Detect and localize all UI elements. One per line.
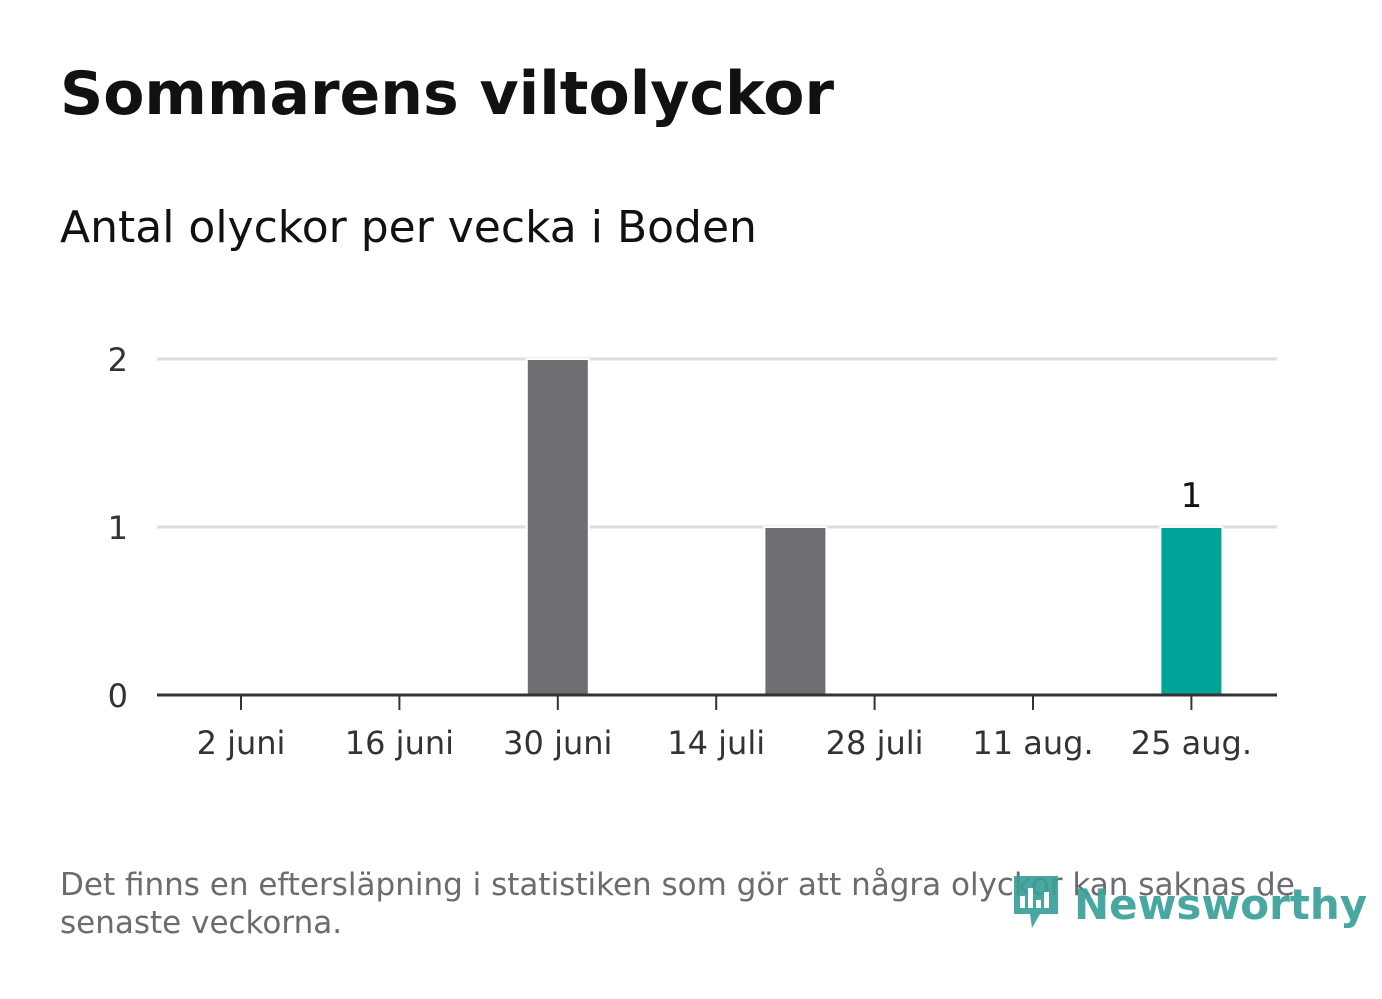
y-tick-label: 1	[108, 509, 128, 547]
x-tick-label: 25 aug.	[1131, 724, 1252, 762]
bars	[525, 358, 1224, 696]
y-tick-label: 2	[108, 341, 128, 379]
x-tick-label: 16 juni	[345, 724, 454, 762]
bar-25-aug	[1159, 526, 1224, 696]
chart-title: Sommarens viltolyckor	[60, 59, 835, 129]
x-tick-label: 11 aug.	[972, 724, 1093, 762]
chart-subtitle: Antal olyckor per vecka i Boden	[60, 202, 757, 253]
y-tick-label: 0	[108, 677, 128, 715]
footnote: Det finns en eftersläpning i statistiken…	[60, 867, 1295, 941]
brand-name: Newsworthy	[1074, 879, 1368, 929]
x-axis-ticks: 2 juni 16 juni 30 juni 14 juli 28 juli 11 aug…	[197, 695, 1252, 762]
x-tick-label: 14 juli	[667, 724, 765, 762]
newsworthy-logo-icon	[1010, 872, 1062, 936]
bar-21-juli	[763, 526, 828, 696]
x-tick-label: 2 juni	[197, 724, 286, 762]
x-tick-label: 28 juli	[826, 724, 924, 762]
data-label: 1	[1181, 476, 1203, 516]
grid-lines	[157, 357, 1277, 529]
brand-logo: Newsworthy	[1010, 872, 1367, 936]
x-tick-label: 30 juni	[503, 724, 612, 762]
y-axis-ticks: 0 1 2	[108, 341, 128, 715]
bar-30-juni	[525, 358, 590, 696]
data-labels: 1	[1181, 476, 1203, 516]
